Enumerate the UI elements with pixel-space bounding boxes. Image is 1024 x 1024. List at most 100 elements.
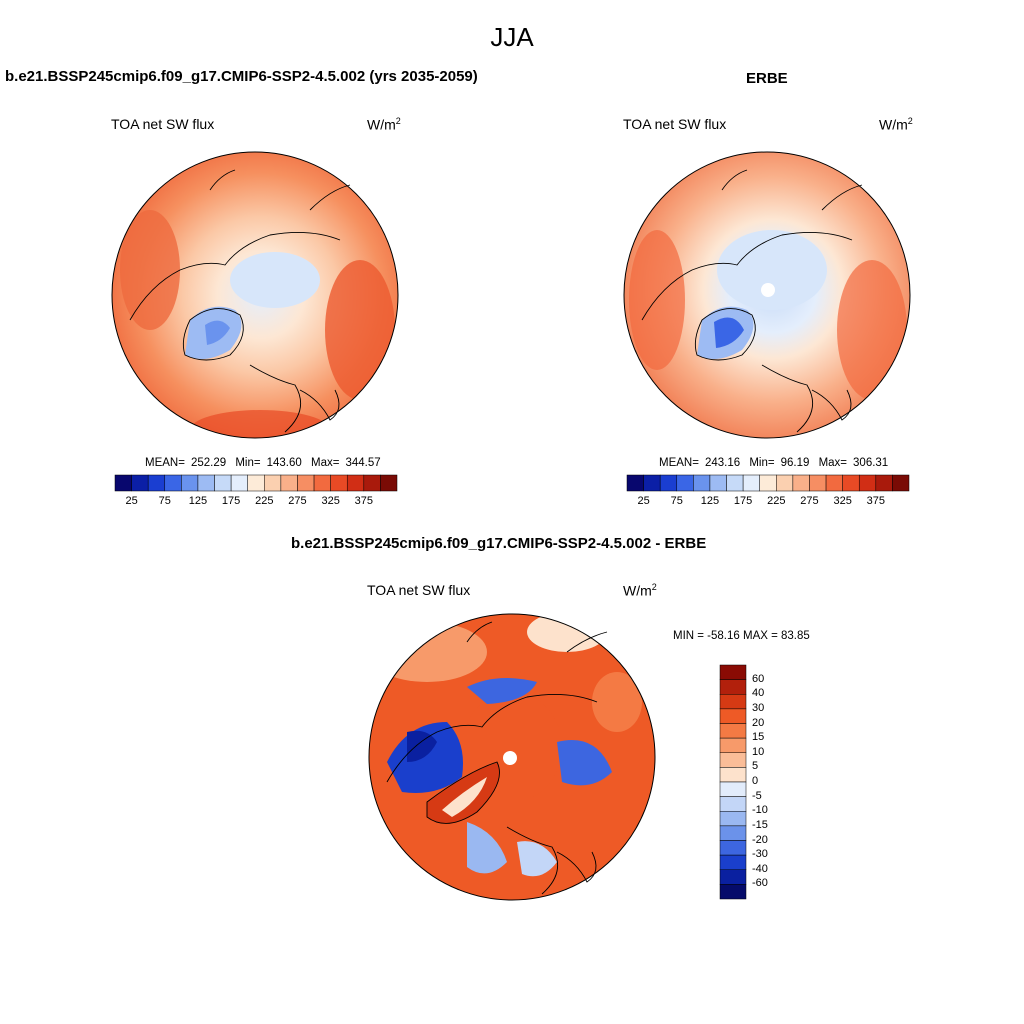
colorbar-model-swatch: [164, 474, 182, 492]
colorbar-diff-swatch: [719, 781, 747, 797]
colorbar-model-swatch: [346, 474, 365, 492]
colorbar-model-swatch: [330, 474, 348, 492]
colorbar-model-swatch: [313, 474, 331, 492]
colorbar-obs-swatch: [759, 474, 777, 492]
colorbar-obs-tick: 275: [800, 495, 819, 507]
colorbar-obs-tick: 225: [767, 495, 786, 507]
colorbar-obs-swatch: [892, 474, 910, 492]
stats-obs: MEAN= 243.16 Min= 96.19 Max= 306.31: [659, 457, 889, 469]
colorbar-model-tick: 175: [221, 495, 241, 507]
colorbar-diff-swatch: [719, 840, 747, 856]
colorbar-diff-swatch: [719, 854, 747, 870]
colorbar-diff-swatch: [719, 664, 747, 680]
colorbar-diff-swatch: [719, 869, 747, 885]
colorbar-obs-swatch: [842, 474, 860, 492]
colorbar-model-swatch: [363, 474, 381, 492]
colorbar-obs-swatch: [809, 474, 827, 492]
colorbar-diff-swatch: [719, 825, 747, 841]
colorbar-diff-swatch: [719, 679, 747, 695]
colorbar-obs-tick: 25: [637, 495, 650, 507]
stats-diff: MIN = -58.16 MAX = 83.85: [673, 630, 810, 642]
stats-model: MEAN= 252.29 Min= 143.60 Max= 344.57: [145, 457, 381, 469]
colorbar-diff-label: -30: [752, 848, 768, 861]
colorbar-diff: [719, 664, 747, 900]
colorbar-model-swatch: [247, 474, 265, 492]
colorbar-obs-swatch: [643, 474, 661, 492]
colorbar-model-swatch: [131, 474, 149, 492]
polar-map-model: [111, 151, 399, 439]
colorbar-ticks-model: 25 75 125 175 225 275 325 375: [115, 495, 397, 511]
panel-title-model: b.e21.BSSP245cmip6.f09_g17.CMIP6-SSP2-4.…: [5, 68, 478, 85]
colorbar-model-swatch: [214, 474, 232, 492]
panel-title-obs: ERBE: [746, 70, 788, 87]
polar-map-diff: [368, 613, 656, 901]
colorbar-obs-tick: 125: [700, 495, 720, 507]
colorbar-diff-label: 40: [752, 687, 765, 700]
colorbar-diff-label: 10: [752, 745, 765, 758]
colorbar-obs-swatch: [693, 474, 711, 492]
colorbar-model-swatch: [197, 474, 215, 492]
colorbar-obs-swatch: [776, 474, 794, 492]
colorbar-diff-label: -10: [752, 804, 768, 817]
colorbar-obs-swatch: [875, 474, 893, 492]
colorbar-model-tick: 125: [188, 495, 208, 507]
colorbar-diff-swatch: [719, 884, 747, 900]
colorbar-diff-label: 20: [752, 716, 765, 729]
colorbar-diff-swatch: [719, 723, 747, 739]
colorbar-diff-label: -20: [752, 833, 768, 846]
page-title: JJA: [490, 22, 534, 52]
colorbar-obs: [626, 474, 910, 492]
colorbar-diff-label: -60: [752, 877, 768, 890]
colorbar-obs-swatch: [676, 474, 694, 492]
colorbar-diff-label: -5: [752, 789, 762, 802]
colorbar-diff-swatch: [719, 752, 747, 768]
colorbar-model: [114, 474, 398, 492]
colorbar-model-tick: 375: [354, 495, 373, 507]
colorbar-obs-tick: 325: [833, 495, 852, 507]
panel-title-diff: b.e21.BSSP245cmip6.f09_g17.CMIP6-SSP2-4.…: [291, 535, 707, 552]
colorbar-model-swatch: [280, 474, 298, 492]
colorbar-obs-swatch: [726, 474, 744, 492]
colorbar-model-swatch: [147, 474, 166, 492]
colorbar-obs-swatch: [792, 474, 810, 492]
units-label-obs: W/m2: [879, 116, 913, 133]
colorbar-diff-label: 0: [752, 775, 759, 787]
units-label-diff: W/m2: [623, 582, 657, 599]
colorbar-obs-tick: 175: [733, 495, 753, 507]
colorbar-obs-swatch: [626, 474, 644, 492]
colorbar-diff-swatch: [719, 708, 747, 724]
colorbar-model-tick: 75: [158, 495, 171, 507]
colorbar-model-swatch: [114, 474, 132, 492]
variable-label-model: TOA net SW flux: [111, 116, 215, 132]
colorbar-model-swatch: [230, 474, 248, 492]
colorbar-model-swatch: [264, 474, 282, 492]
colorbar-diff-label: 15: [752, 731, 765, 744]
colorbar-obs-swatch: [659, 474, 678, 492]
colorbar-diff-swatch: [719, 694, 747, 710]
colorbar-model-tick: 225: [255, 495, 274, 507]
colorbar-diff-swatch: [719, 796, 747, 812]
colorbar-diff-swatch: [719, 767, 747, 783]
colorbar-diff-label: -40: [752, 862, 768, 875]
colorbar-diff-label: 5: [752, 760, 759, 773]
colorbar-model-tick: 275: [288, 495, 307, 507]
colorbar-model-swatch: [297, 474, 315, 492]
polar-map-obs: [623, 151, 911, 439]
colorbar-model-tick: 325: [321, 495, 340, 507]
colorbar-diff-label: 60: [752, 672, 765, 685]
colorbar-model-swatch: [380, 474, 398, 492]
colorbar-obs-tick: 75: [670, 495, 683, 507]
colorbar-diff-label: -15: [752, 818, 768, 831]
colorbar-obs-swatch: [825, 474, 843, 492]
colorbar-diff-swatch: [719, 811, 747, 827]
variable-label-obs: TOA net SW flux: [623, 116, 727, 132]
colorbar-obs-swatch: [742, 474, 760, 492]
colorbar-obs-swatch: [709, 474, 727, 492]
colorbar-model-tick: 25: [125, 495, 138, 507]
colorbar-model-swatch: [181, 474, 199, 492]
colorbar-ticks-obs: 25 75 125 175 225 275 325 375: [627, 495, 909, 511]
colorbar-obs-swatch: [858, 474, 877, 492]
colorbar-obs-tick: 375: [866, 495, 885, 507]
colorbar-diff-label: 30: [752, 701, 765, 714]
variable-label-diff: TOA net SW flux: [367, 582, 471, 598]
